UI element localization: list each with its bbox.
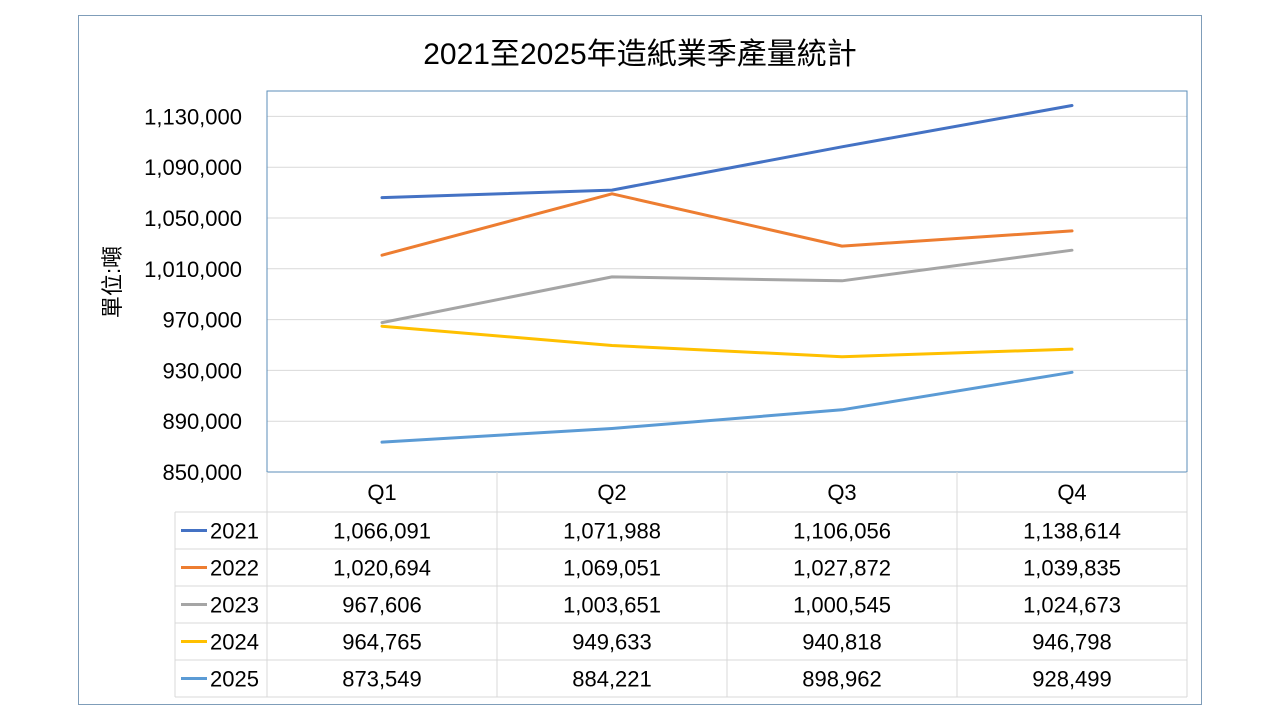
plot-area-border [266, 90, 1188, 473]
series-lines [380, 104, 1074, 444]
data-cell: 928,499 [1032, 667, 1112, 692]
legend-series-name: 2023 [210, 593, 259, 618]
chart-frame [78, 15, 1202, 705]
y-tick-label: 850,000 [162, 460, 242, 485]
y-tick-label: 1,010,000 [144, 257, 242, 282]
data-cell: 1,069,051 [563, 556, 661, 581]
data-cell: 964,765 [342, 630, 422, 655]
x-category-label: Q2 [597, 480, 626, 505]
data-cell: 1,000,545 [793, 593, 891, 618]
x-category-label: Q3 [827, 480, 856, 505]
y-axis-label: 單位:噸 [100, 246, 125, 318]
data-cell: 967,606 [342, 593, 422, 618]
legend-series-name: 2022 [210, 556, 259, 581]
y-tick-label: 1,090,000 [144, 155, 242, 180]
series-line-2021 [380, 104, 1074, 200]
series-line-2025 [380, 370, 1074, 444]
data-cell: 946,798 [1032, 630, 1112, 655]
x-category-label: Q4 [1057, 480, 1086, 505]
y-tick-label: 970,000 [162, 308, 242, 333]
data-cell: 1,020,694 [333, 556, 431, 581]
data-cell: 873,549 [342, 667, 422, 692]
y-tick-label: 890,000 [162, 409, 242, 434]
legend-series-name: 2021 [210, 519, 259, 544]
data-cell: 1,138,614 [1023, 519, 1121, 544]
data-table: Q1 Q2 Q3 Q4 2021 1,066,091 1,071,988 1,106,056 1… [174, 472, 1188, 698]
series-line-2023 [380, 248, 1074, 325]
x-category-label: Q1 [367, 480, 396, 505]
data-cell: 884,221 [572, 667, 652, 692]
y-tick-label: 1,130,000 [144, 104, 242, 129]
data-cell: 1,024,673 [1023, 593, 1121, 618]
series-line-2024 [380, 324, 1074, 359]
legend-series-name: 2025 [210, 667, 259, 692]
y-tick-label: 1,050,000 [144, 206, 242, 231]
legend-series-name: 2024 [210, 630, 259, 655]
plot-area [266, 90, 1188, 473]
data-cell: 1,039,835 [1023, 556, 1121, 581]
chart-title: 2021至2025年造紙業季產量統計 [423, 38, 856, 71]
data-cell: 898,962 [802, 667, 882, 692]
series-line-2022 [380, 192, 1074, 257]
data-cell: 940,818 [802, 630, 882, 655]
data-cell: 1,106,056 [793, 519, 891, 544]
data-cell: 1,027,872 [793, 556, 891, 581]
data-cell: 1,071,988 [563, 519, 661, 544]
y-axis-ticks: 850,000 890,000 930,000 970,000 1,010,000 1,0… [144, 104, 242, 485]
data-cell: 949,633 [572, 630, 652, 655]
data-cell: 1,066,091 [333, 519, 431, 544]
y-tick-label: 930,000 [162, 358, 242, 383]
data-cell: 1,003,651 [563, 593, 661, 618]
